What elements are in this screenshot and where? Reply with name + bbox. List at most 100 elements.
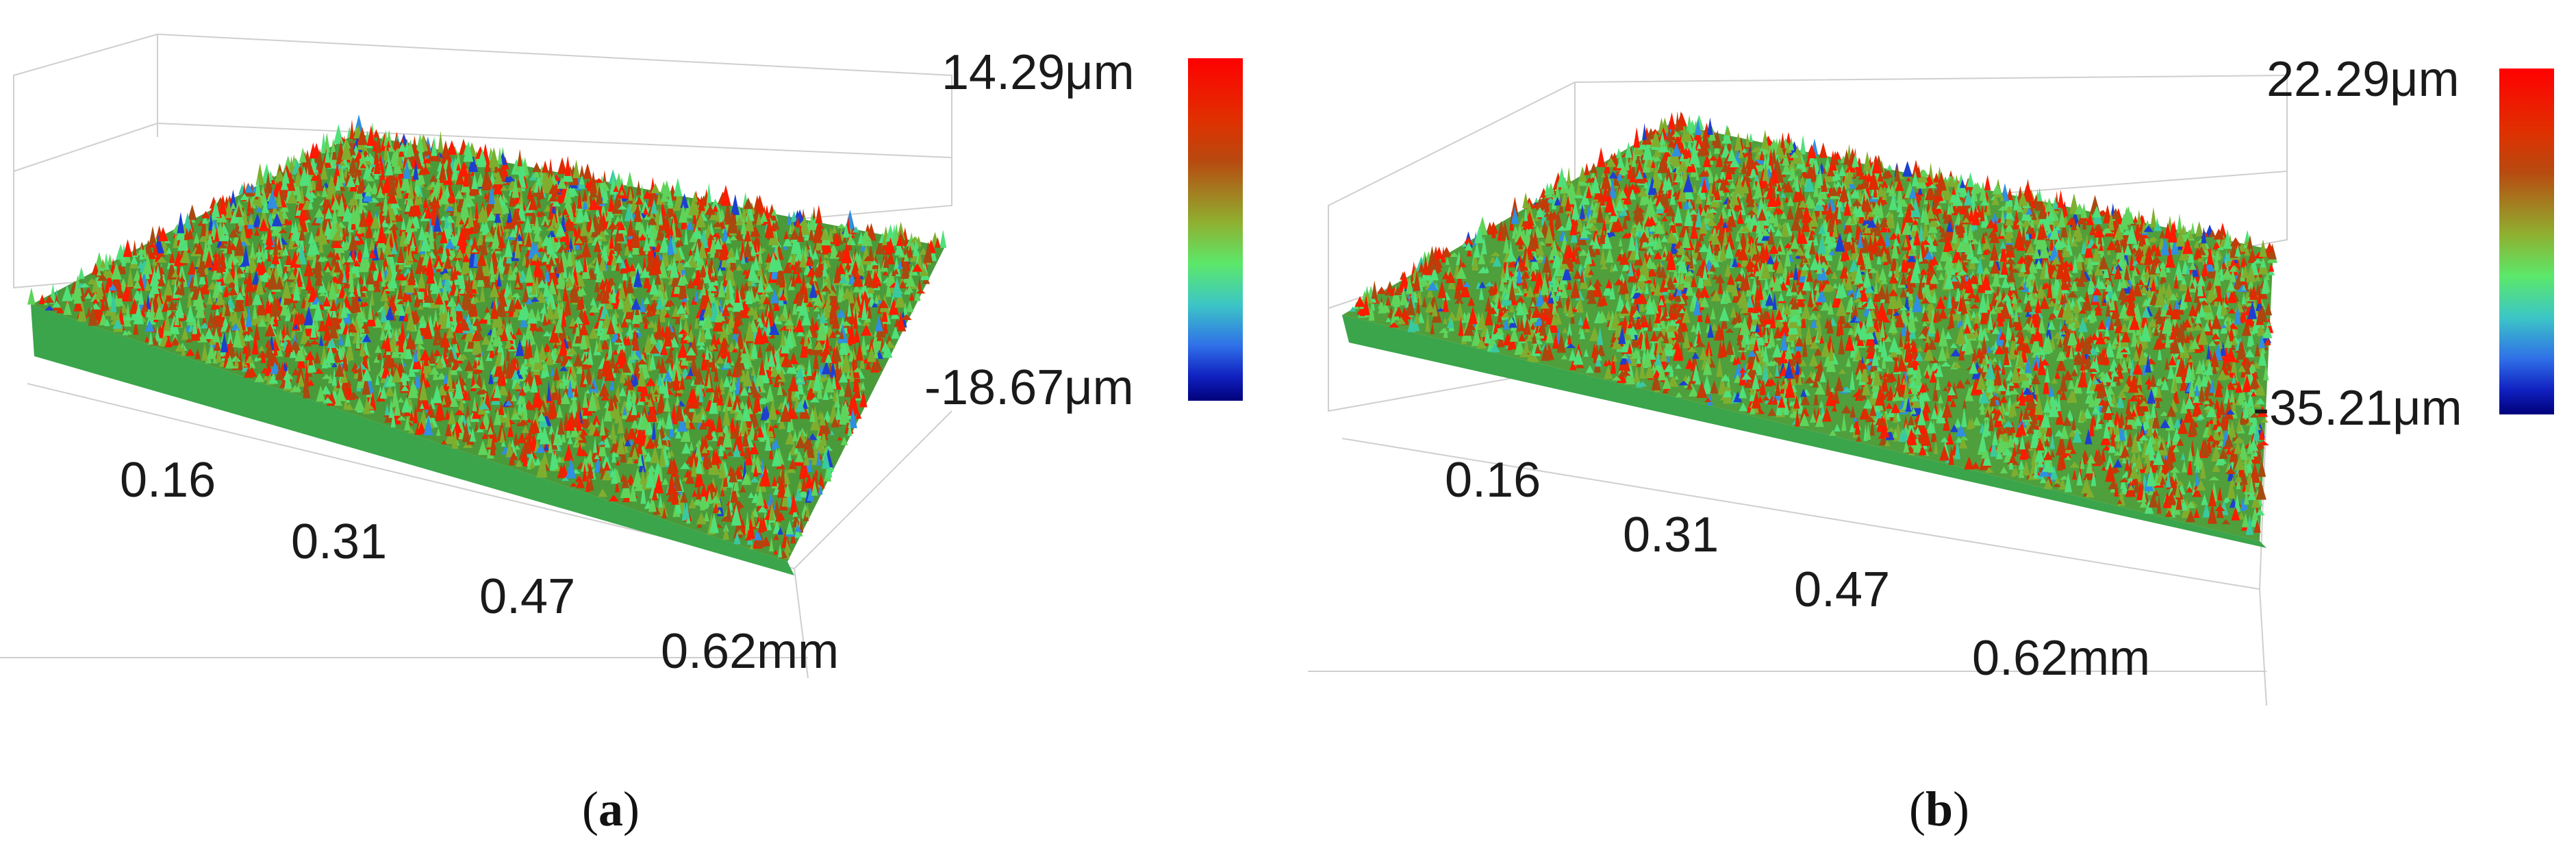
surface-peak	[562, 260, 568, 278]
surface-peak	[487, 201, 496, 209]
surface-peak	[785, 388, 794, 407]
surface-peak	[601, 455, 612, 469]
surface-peak	[567, 347, 578, 355]
surface-peak	[816, 312, 822, 319]
surface-peak	[652, 486, 658, 501]
surface-peak	[213, 301, 220, 310]
surface-peak	[853, 284, 861, 293]
surface-peak	[829, 393, 834, 399]
surface-peak	[653, 506, 661, 515]
surface-peak	[133, 279, 142, 289]
surface-peak	[349, 119, 355, 139]
surface-peak	[735, 264, 743, 271]
surface-peak	[514, 445, 520, 450]
surface-peak	[622, 293, 633, 312]
surface-peak	[573, 225, 585, 245]
surface-peak	[194, 241, 204, 254]
surface-peak	[824, 293, 833, 313]
surface-peak	[740, 517, 746, 536]
surface-peak	[73, 285, 83, 304]
surface-peak	[584, 364, 593, 385]
surface-peak	[594, 454, 600, 460]
surface-peak	[128, 282, 134, 301]
surface-peak	[345, 338, 355, 361]
surface-peak	[274, 169, 286, 182]
surface-peak	[399, 379, 404, 390]
surface-peak	[206, 296, 214, 305]
surface-peak	[380, 289, 390, 301]
surface-peak	[766, 493, 776, 510]
surface-peak	[651, 253, 661, 275]
surface-peak	[653, 377, 661, 397]
surface-peak	[459, 160, 469, 177]
surface-peak	[788, 509, 794, 514]
surface-peak	[749, 408, 759, 427]
surface-peak	[394, 397, 401, 416]
surface-peak	[285, 307, 291, 316]
surface-peak	[403, 237, 410, 245]
surface-peak	[694, 442, 703, 462]
surface-peak	[552, 198, 561, 207]
surface-peak	[323, 296, 331, 307]
surface-peak	[620, 360, 631, 373]
surface-peak	[227, 327, 233, 345]
surface-peak	[757, 317, 765, 328]
surface-peak	[420, 251, 425, 258]
surface-peak	[655, 357, 661, 369]
surface-peak	[548, 184, 558, 195]
surface-peak	[320, 345, 328, 365]
surface-peak	[495, 299, 505, 317]
surface-peak	[867, 345, 876, 362]
surface-peak	[629, 440, 640, 458]
surface-peak	[831, 416, 839, 428]
surface-peak	[744, 226, 752, 242]
surface-peak	[296, 247, 301, 252]
surface-peak	[911, 263, 923, 272]
surface-peak	[757, 273, 765, 293]
surface-peak	[401, 169, 411, 190]
surface-peak	[645, 377, 657, 386]
surface-peak	[615, 253, 624, 263]
surface-peak	[607, 195, 615, 212]
surface-peak	[287, 190, 298, 203]
surface-peak	[359, 338, 366, 357]
surface-peak	[780, 403, 791, 422]
surface-peak	[458, 219, 465, 225]
surface-peak	[807, 487, 815, 501]
surface-peak	[712, 503, 720, 514]
surface-peak	[348, 290, 356, 297]
surface-peak	[479, 420, 486, 430]
surface-peak	[420, 361, 426, 383]
surface-peak	[571, 258, 581, 273]
surface-peak	[489, 256, 494, 274]
surface-peak	[776, 382, 783, 396]
surface-peak	[515, 282, 520, 288]
surface-peak	[738, 282, 746, 300]
surface-peak	[655, 307, 661, 315]
surface-peak	[672, 369, 681, 391]
surface-peak	[627, 218, 635, 236]
surface-peak	[179, 257, 185, 263]
surface-peak	[598, 256, 607, 271]
surface-peak	[694, 289, 699, 302]
surface-peak	[539, 425, 551, 445]
surface-peak	[557, 386, 562, 405]
surface-peak	[220, 276, 225, 286]
surface-peak	[790, 260, 795, 271]
surface-peak	[359, 208, 368, 227]
surface-peak	[687, 387, 697, 403]
surface-peak	[809, 269, 818, 287]
surface-peak	[342, 350, 349, 371]
surface-peak	[583, 251, 588, 273]
surface-peak	[145, 293, 151, 310]
surface-peak	[361, 367, 372, 382]
surface-peak	[428, 349, 436, 364]
surface-peak	[606, 319, 616, 334]
surface-peak	[228, 338, 236, 358]
surface-peak	[507, 420, 514, 438]
surface-peak	[798, 297, 809, 316]
surface-peak	[275, 367, 284, 380]
surface-peak	[773, 438, 780, 449]
surface-peak	[634, 480, 644, 491]
surface-peak	[832, 345, 842, 362]
